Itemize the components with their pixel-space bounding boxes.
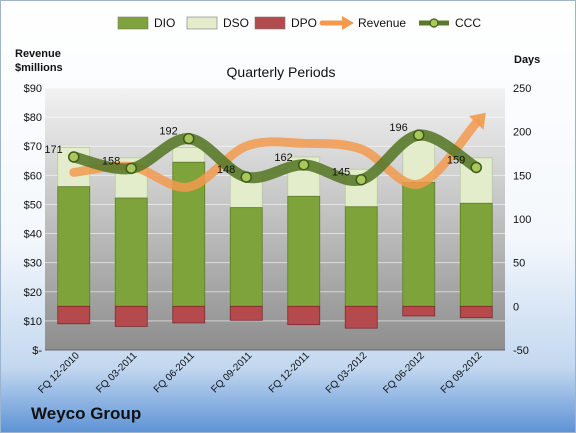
ccc-data-label: 196 (389, 122, 407, 134)
bars (57, 139, 493, 329)
right-tick-label: 50 (513, 258, 525, 270)
left-tick-label: $40 (24, 229, 42, 241)
ccc-series: 171 158 192 148 162 145 196 159 (44, 122, 482, 186)
left-tick-label: $60 (24, 170, 42, 182)
legend-label: CCC (455, 16, 481, 30)
x-tick-label: FQ 06-2012 (381, 350, 427, 396)
ccc-point (470, 161, 482, 174)
legend-label: DIO (154, 16, 175, 30)
dpo-bar (114, 305, 148, 327)
right-tick-label: 150 (513, 170, 531, 182)
ccc-point (355, 173, 367, 186)
legend: DIO DSO DPO Revenue CCC (117, 16, 481, 30)
legend-swatch (117, 16, 149, 30)
left-axis-label-line: Revenue (15, 48, 61, 60)
dio-bar (459, 202, 493, 307)
x-tick-label: FQ 12-2011 (267, 350, 312, 395)
left-axis-label: Revenue $millions (15, 48, 63, 74)
left-tick-label: $20 (24, 287, 42, 299)
dpo-bar (459, 305, 493, 319)
x-tick-label: FQ 03-2012 (324, 350, 370, 396)
ccc-point (125, 162, 137, 175)
x-axis-ticks: FQ 12-2010 FQ 03-2011 FQ 06-2011 FQ 09-2011… (36, 350, 484, 396)
dio-bar (114, 197, 148, 307)
left-tick-label: $- (32, 345, 42, 357)
x-tick-label: FQ 09-2012 (439, 350, 485, 396)
x-tick-label: FQ 06-2011 (152, 350, 197, 395)
ccc-point (413, 129, 425, 141)
left-tick-label: $50 (24, 199, 42, 211)
ccc-data-label: 145 (332, 167, 350, 179)
ccc-point (183, 132, 195, 145)
company-name: Weyco Group (31, 404, 141, 423)
legend-swatch (186, 16, 218, 30)
right-tick-label: 0 (513, 301, 519, 313)
revenue-arrowhead (468, 112, 486, 130)
right-tick-label: 250 (513, 83, 531, 95)
x-tick-label: FQ 03-2011 (94, 350, 139, 395)
dpo-bar (229, 305, 263, 321)
dpo-bar (172, 305, 206, 324)
ccc-data-label: 171 (44, 144, 62, 156)
left-tick-label: $10 (24, 316, 42, 328)
ccc-data-label: 159 (447, 154, 465, 166)
left-tick-label: $90 (24, 83, 42, 95)
right-tick-label: 200 (513, 127, 531, 139)
ccc-point (240, 171, 252, 183)
dio-bar (229, 207, 263, 307)
x-tick-label: FQ 09-2011 (209, 350, 254, 395)
right-axis-ticks: -50 0 50 100 150 200 250 (513, 83, 531, 357)
dio-bar (344, 206, 378, 307)
ccc-data-label: 148 (217, 164, 235, 176)
right-tick-label: -50 (513, 345, 529, 357)
right-axis-label: Days (514, 54, 540, 66)
left-tick-label: $80 (24, 112, 42, 124)
ccc-data-label: 158 (102, 155, 120, 167)
ccc-point (298, 159, 310, 171)
dio-bar (287, 195, 321, 307)
chart-title: Quarterly Periods (227, 64, 336, 80)
legend-label: DSO (223, 16, 249, 30)
dpo-bar (344, 305, 378, 329)
legend-label: DPO (291, 16, 317, 30)
left-axis-label-line: $millions (15, 62, 63, 74)
legend-ccc-marker (429, 18, 439, 28)
left-tick-label: $30 (24, 258, 42, 270)
dso-bar (172, 146, 206, 163)
x-tick-label: FQ 12-2010 (36, 350, 82, 396)
legend-label: Revenue (358, 16, 406, 30)
legend-revenue-arrow (342, 16, 354, 30)
ccc-data-label: 162 (274, 152, 292, 164)
dpo-bar (287, 305, 321, 326)
dpo-bar (402, 305, 436, 317)
left-tick-label: $70 (24, 141, 42, 153)
ccc-data-label: 192 (159, 126, 177, 138)
dio-bar (402, 181, 436, 307)
legend-swatch (254, 16, 286, 30)
dpo-bar (57, 305, 91, 325)
plot-area (45, 88, 505, 350)
left-axis-ticks: $- $10 $20 $30 $40 $50 $60 $70 $80 $90 (24, 83, 43, 357)
dio-bar (57, 186, 91, 307)
right-tick-label: 100 (513, 214, 531, 226)
ccc-point (68, 151, 80, 163)
